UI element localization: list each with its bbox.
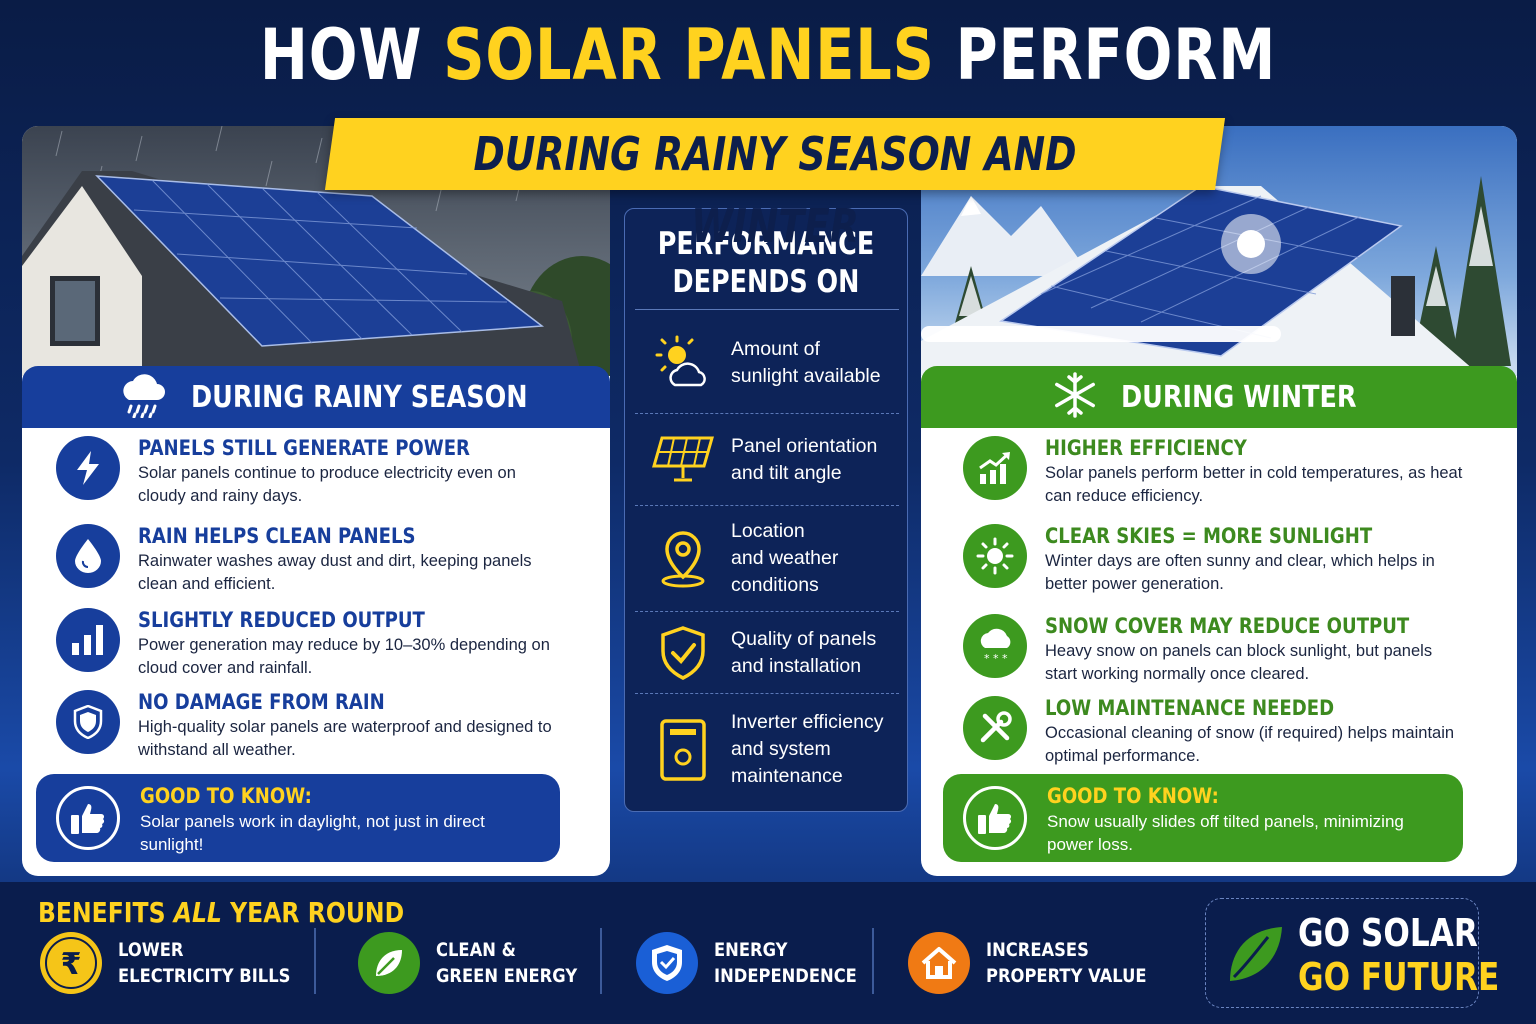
factor-text: Quality of panels and installation: [731, 627, 877, 677]
item-description: Solar panels perform better in cold temp…: [1045, 464, 1463, 505]
item-title: PANELS STILL GENERATE POWER: [138, 436, 470, 460]
shield-check-icon: [635, 625, 731, 681]
inverter-icon: [635, 718, 731, 781]
factor-row: Panel orientation and tilt angle: [635, 413, 899, 505]
leaf-icon: [1224, 923, 1286, 990]
good-to-know-text: Snow usually slides off tilted panels, m…: [1047, 812, 1404, 854]
thumbs-up-icon: [56, 786, 120, 850]
list-item: RAIN HELPS CLEAN PANELS Rainwater washes…: [56, 524, 596, 604]
rainy-season-panel: DURING RAINY SEASON PANELS STILL GENERAT…: [22, 126, 610, 876]
item-title: CLEAR SKIES = MORE SUNLIGHT: [1045, 524, 1373, 548]
item-title: HIGHER EFFICIENCY: [1045, 436, 1247, 460]
performance-title: PERFORMANCE DEPENDS ON: [650, 225, 881, 301]
list-item: NO DAMAGE FROM RAIN High-quality solar p…: [56, 690, 596, 770]
item-title: SNOW COVER MAY REDUCE OUTPUT: [1045, 614, 1410, 638]
factor-row: Location and weather conditions: [635, 505, 899, 611]
lightning-icon: [56, 436, 120, 500]
rainy-section-header: DURING RAINY SEASON: [22, 366, 610, 428]
item-description: Winter days are often sunny and clear, w…: [1045, 552, 1435, 593]
sun-icon: [963, 524, 1027, 588]
factor-text: Panel orientation and tilt angle: [731, 434, 878, 484]
page-subtitle: DURING RAINY SEASON AND WINTER: [473, 127, 1077, 253]
shield-bolt-icon: [636, 932, 698, 994]
bar-chart-icon: [56, 608, 120, 672]
factor-row: Amount of sunlight available: [635, 313, 899, 413]
benefit-label: INCREASES PROPERTY VALUE: [986, 939, 1147, 987]
snow-cloud-icon: * * *: [963, 614, 1027, 678]
winter-good-to-know: GOOD TO KNOW: Snow usually slides off ti…: [943, 774, 1463, 862]
list-item: SLIGHTLY REDUCED OUTPUT Power generation…: [56, 608, 596, 688]
wrench-icon: [963, 696, 1027, 760]
benefit-item: CLEAN & GREEN ENERGY: [358, 928, 600, 998]
factor-row: Inverter efficiency and system maintenance: [635, 693, 899, 805]
benefit-item: INCREASES PROPERTY VALUE: [908, 928, 1173, 998]
factor-row: Quality of panels and installation: [635, 611, 899, 693]
svg-text:*: *: [984, 652, 990, 664]
good-to-know-title: GOOD TO KNOW:: [140, 784, 312, 808]
item-description: Rainwater washes away dust and dirt, kee…: [138, 552, 532, 593]
divider: [314, 928, 316, 994]
list-item: LOW MAINTENANCE NEEDED Occasional cleani…: [963, 696, 1503, 776]
winter-house-image: [921, 126, 1517, 376]
title-highlight: SOLAR PANELS: [443, 14, 935, 96]
snowflake-icon: [1051, 371, 1099, 424]
item-description: Solar panels continue to produce electri…: [138, 464, 516, 505]
cta-line1: GO SOLAR: [1298, 911, 1478, 955]
shield-icon: [56, 690, 120, 754]
winter-section-header: DURING WINTER: [921, 366, 1517, 428]
benefit-label: CLEAN & GREEN ENERGY: [436, 939, 578, 987]
performance-title-line2: DEPENDS ON: [672, 264, 860, 300]
good-to-know-text: Solar panels work in daylight, not just …: [140, 812, 485, 854]
item-description: High-quality solar panels are waterproof…: [138, 718, 552, 759]
rupee-icon: ₹: [40, 932, 102, 994]
page-title: HOW SOLAR PANELS PERFORM: [138, 14, 1398, 96]
benefit-label: LOWER ELECTRICITY BILLS: [118, 939, 291, 987]
rain-cloud-icon: [117, 372, 169, 423]
house-icon: [908, 932, 970, 994]
benefit-item: ₹ LOWER ELECTRICITY BILLS: [40, 928, 318, 998]
item-title: NO DAMAGE FROM RAIN: [138, 690, 385, 714]
location-pin-icon: [635, 529, 731, 589]
item-description: Heavy snow on panels can block sunlight,…: [1045, 642, 1433, 683]
leaf-icon: [358, 932, 420, 994]
benefits-title: BENEFITS ALL YEAR ROUND: [38, 896, 405, 929]
rainy-good-to-know: GOOD TO KNOW: Solar panels work in dayli…: [36, 774, 560, 862]
factor-text: Amount of sunlight available: [731, 338, 881, 387]
cta-line2: GO FUTURE: [1298, 955, 1500, 999]
divider: [600, 928, 602, 994]
performance-factors-box: PERFORMANCE DEPENDS ON Amount of sunlight…: [624, 208, 908, 812]
list-item: CLEAR SKIES = MORE SUNLIGHT Winter days …: [963, 524, 1503, 604]
benefits-footer: BENEFITS ALL YEAR ROUND ₹ LOWER ELECTRIC…: [0, 882, 1536, 1024]
factor-text: Location and weather conditions: [731, 520, 839, 596]
svg-text:*: *: [1002, 652, 1008, 664]
factor-text: Inverter efficiency and system maintenance: [731, 711, 884, 787]
winter-panel: DURING WINTER HIGHER EFFICIENCY Solar pa…: [921, 126, 1517, 876]
svg-text:₹: ₹: [61, 947, 82, 982]
item-title: SLIGHTLY REDUCED OUTPUT: [138, 608, 425, 632]
benefit-label: ENERGY INDEPENDENCE: [714, 939, 857, 987]
growth-chart-icon: [963, 436, 1027, 500]
solar-panel-icon: [635, 436, 731, 484]
good-to-know-title: GOOD TO KNOW:: [1047, 784, 1219, 808]
list-item: HIGHER EFFICIENCY Solar panels perform b…: [963, 436, 1503, 516]
list-item: * * * SNOW COVER MAY REDUCE OUTPUT Heavy s…: [963, 614, 1503, 694]
divider: [872, 928, 874, 994]
thumbs-up-icon: [963, 786, 1027, 850]
title-part2: PERFORM: [934, 14, 1277, 96]
svg-text:*: *: [993, 652, 999, 664]
performance-title-line1: PERFORMANCE: [657, 226, 875, 262]
item-description: Occasional cleaning of snow (if required…: [1045, 724, 1455, 765]
winter-section-title: DURING WINTER: [1121, 379, 1357, 415]
list-item: PANELS STILL GENERATE POWER Solar panels…: [56, 436, 596, 516]
water-drop-icon: [56, 524, 120, 588]
title-part1: HOW: [259, 14, 444, 96]
item-title: LOW MAINTENANCE NEEDED: [1045, 696, 1335, 720]
go-solar-badge: GO SOLAR GO FUTURE: [1205, 898, 1499, 1008]
item-title: RAIN HELPS CLEAN PANELS: [138, 524, 416, 548]
rainy-section-title: DURING RAINY SEASON: [191, 379, 528, 415]
benefit-item: ENERGY INDEPENDENCE: [636, 928, 880, 998]
sun-cloud-icon: [635, 335, 731, 391]
item-description: Power generation may reduce by 10–30% de…: [138, 636, 550, 677]
